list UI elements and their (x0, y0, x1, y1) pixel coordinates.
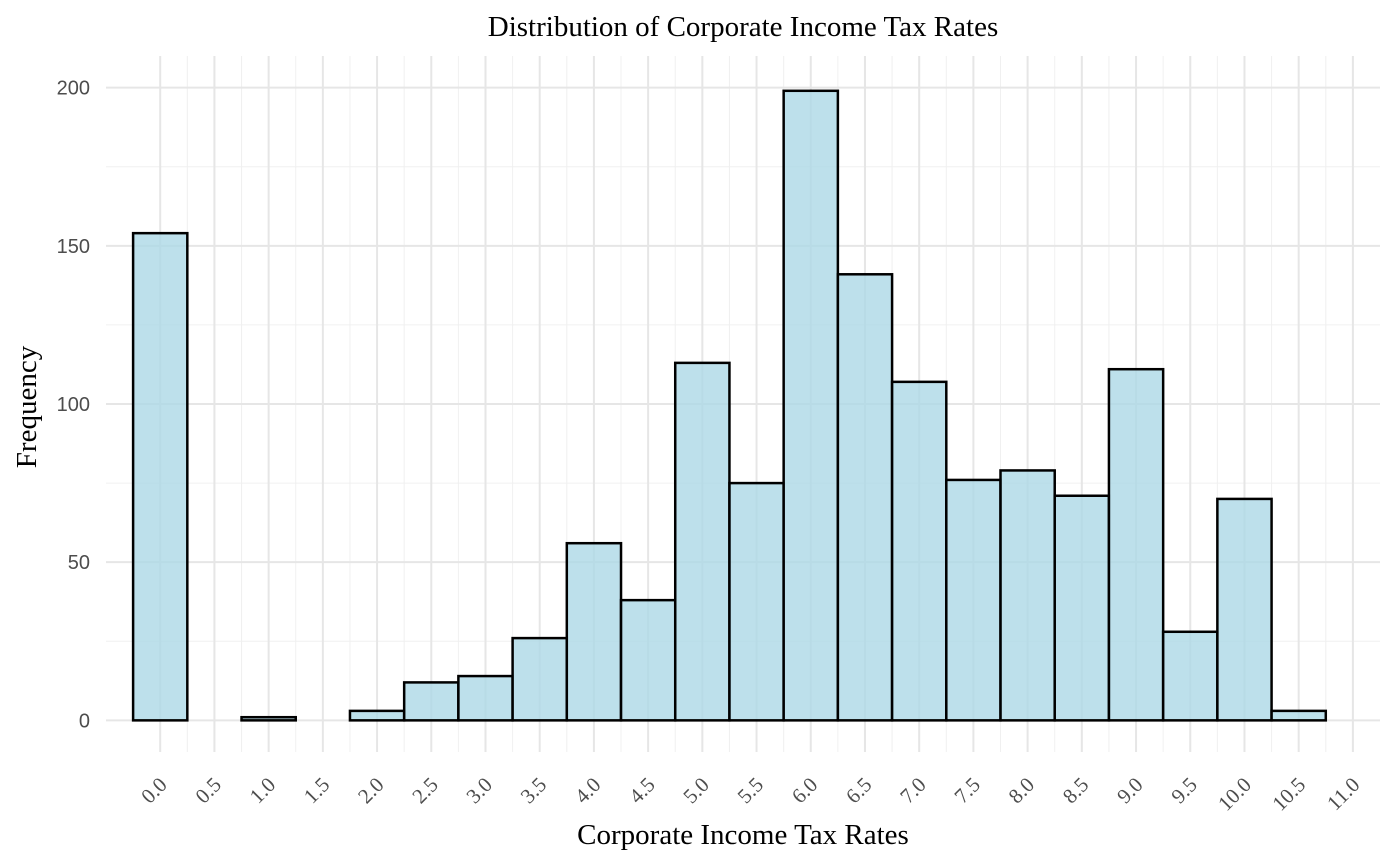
histogram-bar (945, 478, 1002, 722)
x-tick-label: 0.0 (136, 773, 172, 809)
x-tick-label: 9.5 (1166, 773, 1202, 809)
histogram-bar (1107, 367, 1165, 722)
y-axis-ticks: 0 50 100 150 200 (57, 78, 90, 733)
x-tick-label: 7.0 (895, 773, 931, 809)
histogram-bar (782, 89, 840, 722)
x-tick-label: 3.0 (461, 773, 497, 809)
histogram-bar (728, 481, 785, 722)
x-tick-label: 8.0 (1004, 773, 1040, 809)
histogram-bar (565, 541, 623, 722)
y-tick-label: 200 (57, 78, 90, 100)
histogram-bar (673, 361, 731, 722)
x-tick-label: 6.0 (787, 773, 823, 809)
x-tick-label: 3.5 (516, 773, 552, 809)
x-tick-label: 11.0 (1322, 773, 1364, 815)
x-tick-label: 0.5 (190, 773, 226, 809)
x-tick-label: 9.0 (1112, 773, 1148, 809)
histogram-bar (348, 709, 406, 722)
x-tick-label: 1.5 (299, 773, 335, 809)
histogram-bar (1216, 497, 1273, 722)
x-axis-ticks: 0.0 0.5 1.0 1.5 2.0 2.5 3.0 3.5 4.0 4.5 5.0 5.5 6.0 6… (136, 773, 1364, 816)
histogram-bar (402, 681, 460, 722)
y-axis-title: Frequency (11, 345, 43, 468)
histogram-bar (1270, 709, 1328, 722)
x-tick-label: 4.5 (624, 773, 660, 809)
x-tick-label: 6.5 (841, 773, 877, 809)
x-tick-label: 10.0 (1213, 773, 1256, 816)
x-tick-label: 2.0 (353, 773, 389, 809)
x-axis-title: Corporate Income Tax Rates (577, 819, 909, 851)
histogram-bar (240, 715, 297, 722)
x-tick-label: 2.5 (407, 773, 443, 809)
x-tick-label: 5.5 (733, 773, 769, 809)
histogram-bar (457, 674, 514, 722)
x-tick-label: 4.0 (570, 773, 606, 809)
y-tick-label: 50 (68, 552, 90, 574)
x-tick-label: 10.5 (1267, 773, 1310, 816)
y-tick-label: 100 (57, 394, 90, 416)
histogram-bar (1161, 630, 1219, 722)
y-tick-label: 150 (57, 236, 90, 258)
histogram-bar (890, 380, 948, 722)
bars (131, 89, 1328, 722)
histogram-bar (131, 231, 189, 722)
x-tick-label: 1.0 (245, 773, 281, 809)
histogram-bar (836, 273, 894, 722)
chart-title: Distribution of Corporate Income Tax Rat… (488, 11, 998, 43)
histogram-bar (999, 469, 1056, 722)
histogram-bar (1053, 494, 1111, 722)
x-tick-label: 7.5 (949, 773, 985, 809)
histogram-bar (619, 598, 677, 722)
x-tick-label: 5.0 (678, 773, 714, 809)
x-tick-label: 8.5 (1058, 773, 1094, 809)
histogram-bar (511, 636, 569, 722)
y-tick-label: 0 (79, 710, 90, 732)
